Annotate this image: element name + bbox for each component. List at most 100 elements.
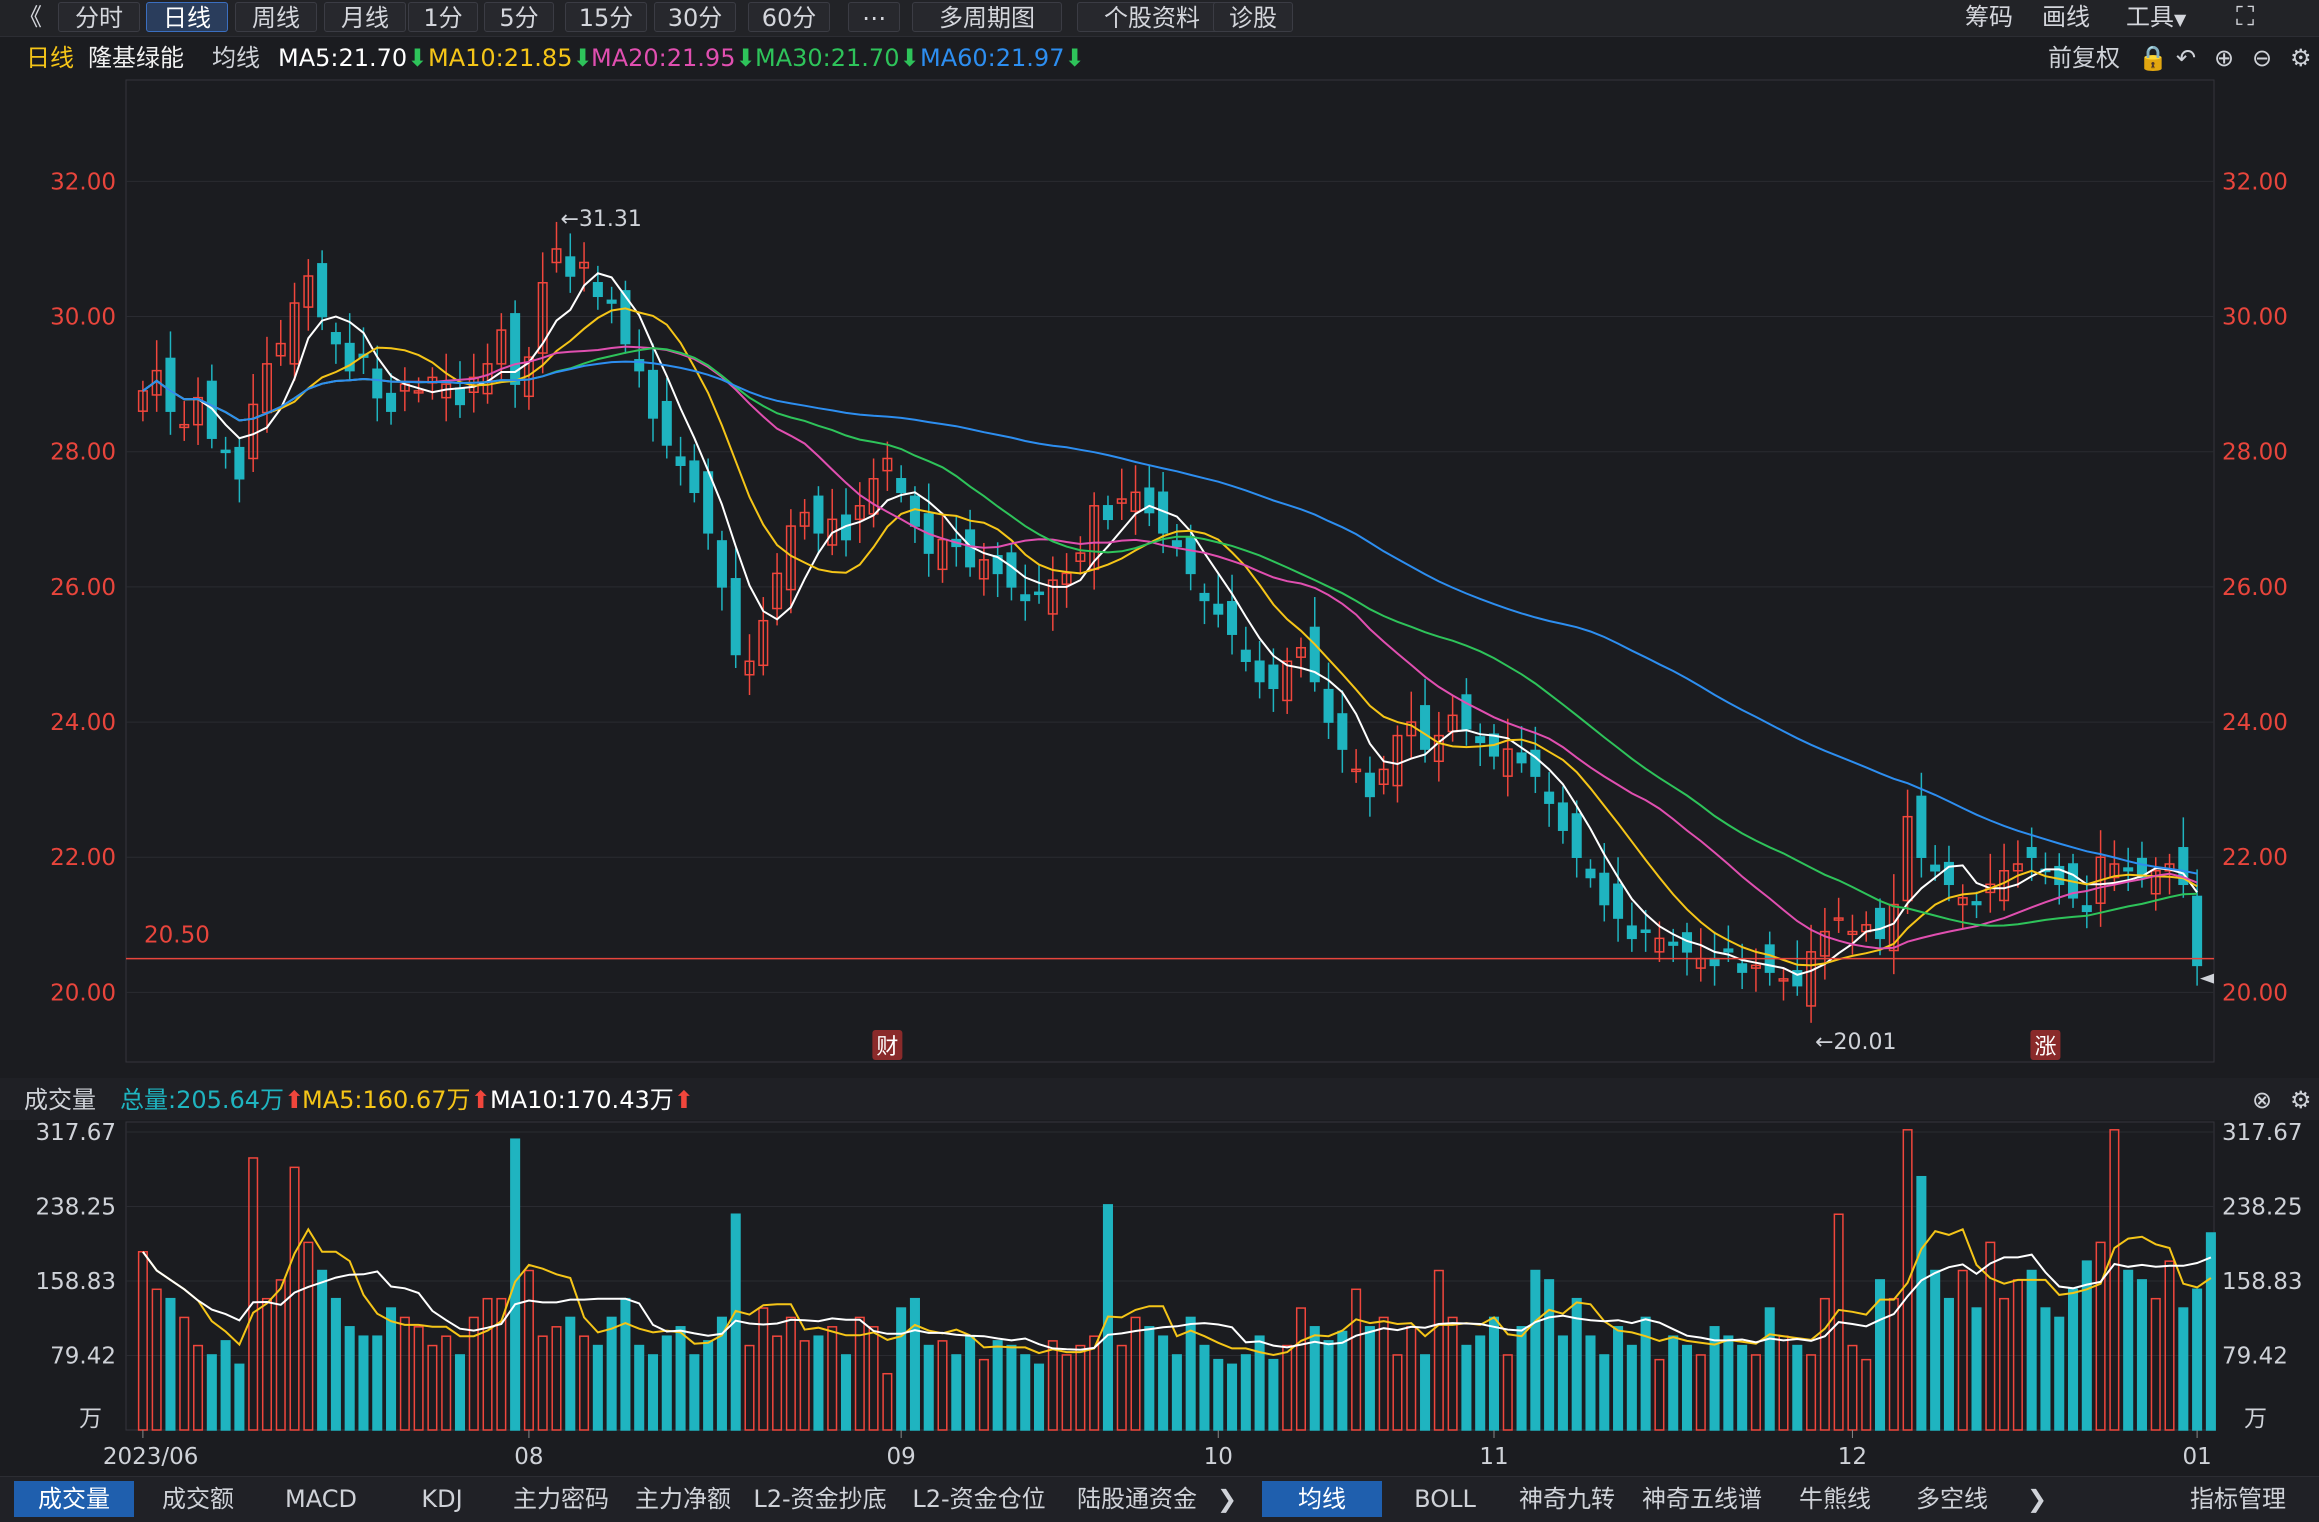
volume-bar xyxy=(827,1326,838,1431)
limit-up-event-marker-bg xyxy=(2030,1030,2061,1060)
period-tab-2[interactable]: 周线 xyxy=(235,2,317,32)
indicator-tab-5[interactable]: 主力净额 xyxy=(635,1485,731,1513)
ma5-line xyxy=(142,272,2198,976)
volume-bar xyxy=(261,1297,272,1431)
volume-bar xyxy=(151,1288,162,1431)
period-tab-1[interactable]: 日线 xyxy=(146,2,228,32)
volume-bar xyxy=(2109,1129,2120,1431)
back-button[interactable]: 《 xyxy=(18,3,42,31)
volume-bar xyxy=(840,1354,852,1431)
x-tick-label: 09 xyxy=(887,1444,916,1470)
candle-body xyxy=(2178,847,2189,886)
period-tab-5[interactable]: 5分 xyxy=(484,2,554,32)
indicator-manage-button[interactable]: 指标管理 xyxy=(2190,1485,2286,1513)
price-panel-frame xyxy=(125,79,2215,1063)
draw-button[interactable]: 画线 xyxy=(2042,3,2090,31)
chip-button[interactable]: 筹码 xyxy=(1965,3,2013,31)
overlay-tab-1[interactable]: BOLL xyxy=(1414,1485,1476,1513)
more-tabs-icon[interactable]: ❯ xyxy=(2026,1485,2048,1513)
candle-body xyxy=(1833,917,1844,921)
overlay-tab-4[interactable]: 牛熊线 xyxy=(1799,1485,1871,1513)
price-tick-label-right: 28.00 xyxy=(2222,440,2288,466)
indicator-tab-6[interactable]: L2-资金抄底 xyxy=(753,1485,887,1513)
indicator-tab-8[interactable]: 陆股通资金 xyxy=(1077,1485,1197,1513)
volume-bar xyxy=(1709,1326,1720,1431)
volume-bar xyxy=(937,1340,948,1431)
candle-body xyxy=(1847,930,1858,936)
ma30-line xyxy=(142,347,2198,927)
close-panel-icon[interactable]: ⊗ xyxy=(2252,1086,2273,1114)
period-tab-3[interactable]: 月线 xyxy=(324,2,406,32)
candle-body xyxy=(193,396,204,426)
more-tabs-icon[interactable]: ❯ xyxy=(1216,1485,1238,1513)
settings-icon[interactable]: ⚙ xyxy=(2290,1086,2312,1114)
caret-down-icon: ▼ xyxy=(2174,10,2187,29)
candle-body xyxy=(1282,660,1293,702)
low-annotation: ←20.01 xyxy=(1815,1030,1896,1055)
overlay-tab-3[interactable]: 神奇五线谱 xyxy=(1642,1485,1762,1513)
price-tick-label-left: 20.00 xyxy=(50,980,116,1006)
adjust-mode[interactable]: 前复权 xyxy=(2048,44,2120,72)
ma60-text: MA60:21.97 xyxy=(920,44,1065,72)
candle-body xyxy=(2192,895,2203,967)
volume-bar xyxy=(565,1316,576,1431)
volume-bar xyxy=(1282,1344,1293,1431)
fullscreen-icon[interactable]: ⛶ xyxy=(2236,2,2255,32)
volume-bar xyxy=(1613,1326,1624,1431)
overlay-tab-0[interactable]: 均线 xyxy=(1262,1481,1382,1517)
arrow-down-icon: ⬇ xyxy=(407,44,428,72)
volume-bar xyxy=(772,1335,783,1431)
period-tab-8[interactable]: 60分 xyxy=(748,2,830,32)
volume-bar xyxy=(882,1372,893,1431)
volume-bar xyxy=(344,1326,355,1431)
candle-body xyxy=(1461,694,1472,730)
undo-icon[interactable]: ↶ xyxy=(2176,44,2197,72)
volume-bar xyxy=(978,1358,989,1431)
candle-body xyxy=(289,302,300,365)
volume-bar xyxy=(1640,1316,1651,1431)
kline-chart[interactable]: 32.00 32.00 30.00 30.00 28.00 28.00 26.00 26.00… xyxy=(0,0,2319,1476)
volume-bar xyxy=(427,1344,438,1431)
lock-icon[interactable]: 🔒 xyxy=(2138,44,2168,72)
indicator-tab-2[interactable]: MACD xyxy=(285,1485,357,1513)
x-tick-label: 01 xyxy=(2182,1444,2211,1470)
candle-body xyxy=(1144,487,1155,514)
period-tab-10[interactable]: 多周期图 xyxy=(912,2,1062,32)
candle-body xyxy=(689,460,700,494)
period-tab-4[interactable]: 1分 xyxy=(408,2,478,32)
ma-label[interactable]: 均线 xyxy=(212,44,260,72)
zoom-out-icon[interactable]: ⊖ xyxy=(2252,44,2273,72)
volume-bar xyxy=(592,1344,603,1431)
stock-name[interactable]: 隆基绿能 xyxy=(88,44,184,72)
zoom-in-icon[interactable]: ⊕ xyxy=(2214,44,2235,72)
settings-icon[interactable]: ⚙ xyxy=(2290,44,2312,72)
candle-body xyxy=(454,387,466,406)
volume-bar xyxy=(2012,1279,2023,1431)
candle-body xyxy=(565,256,576,277)
period-tab-9[interactable]: ⋯ xyxy=(848,2,900,32)
volume-bar xyxy=(303,1241,314,1431)
period-tab-6[interactable]: 15分 xyxy=(565,2,647,32)
price-tick-label-right: 24.00 xyxy=(2222,710,2288,736)
indicator-tab-0[interactable]: 成交量 xyxy=(14,1481,134,1517)
indicator-tab-1[interactable]: 成交额 xyxy=(162,1485,234,1513)
volume-bar xyxy=(1337,1330,1348,1431)
volume-bar xyxy=(2026,1269,2037,1431)
overlay-tab-2[interactable]: 神奇九转 xyxy=(1519,1485,1615,1513)
period-tab-12[interactable]: 诊股 xyxy=(1213,2,1293,32)
indicator-tab-7[interactable]: L2-资金仓位 xyxy=(912,1485,1046,1513)
arrow-down-icon: ⬇ xyxy=(572,44,593,72)
candle-body xyxy=(716,540,727,588)
volume-bar xyxy=(1806,1354,1817,1431)
overlay-tab-5[interactable]: 多空线 xyxy=(1916,1485,1988,1513)
indicator-tab-4[interactable]: 主力密码 xyxy=(513,1485,609,1513)
period-tab-7[interactable]: 30分 xyxy=(654,2,736,32)
volume-bar xyxy=(1599,1354,1610,1431)
price-tick-label-right: 20.00 xyxy=(2222,980,2288,1006)
ma20-text: MA20:21.95 xyxy=(591,44,736,72)
indicator-tab-3[interactable]: KDJ xyxy=(421,1485,463,1513)
tools-button[interactable]: 工具▼ xyxy=(2126,2,2186,32)
period-tab-11[interactable]: 个股资料 xyxy=(1077,2,1227,32)
period-tab-0[interactable]: 分时 xyxy=(58,2,140,32)
volume-bar xyxy=(1061,1354,1072,1431)
